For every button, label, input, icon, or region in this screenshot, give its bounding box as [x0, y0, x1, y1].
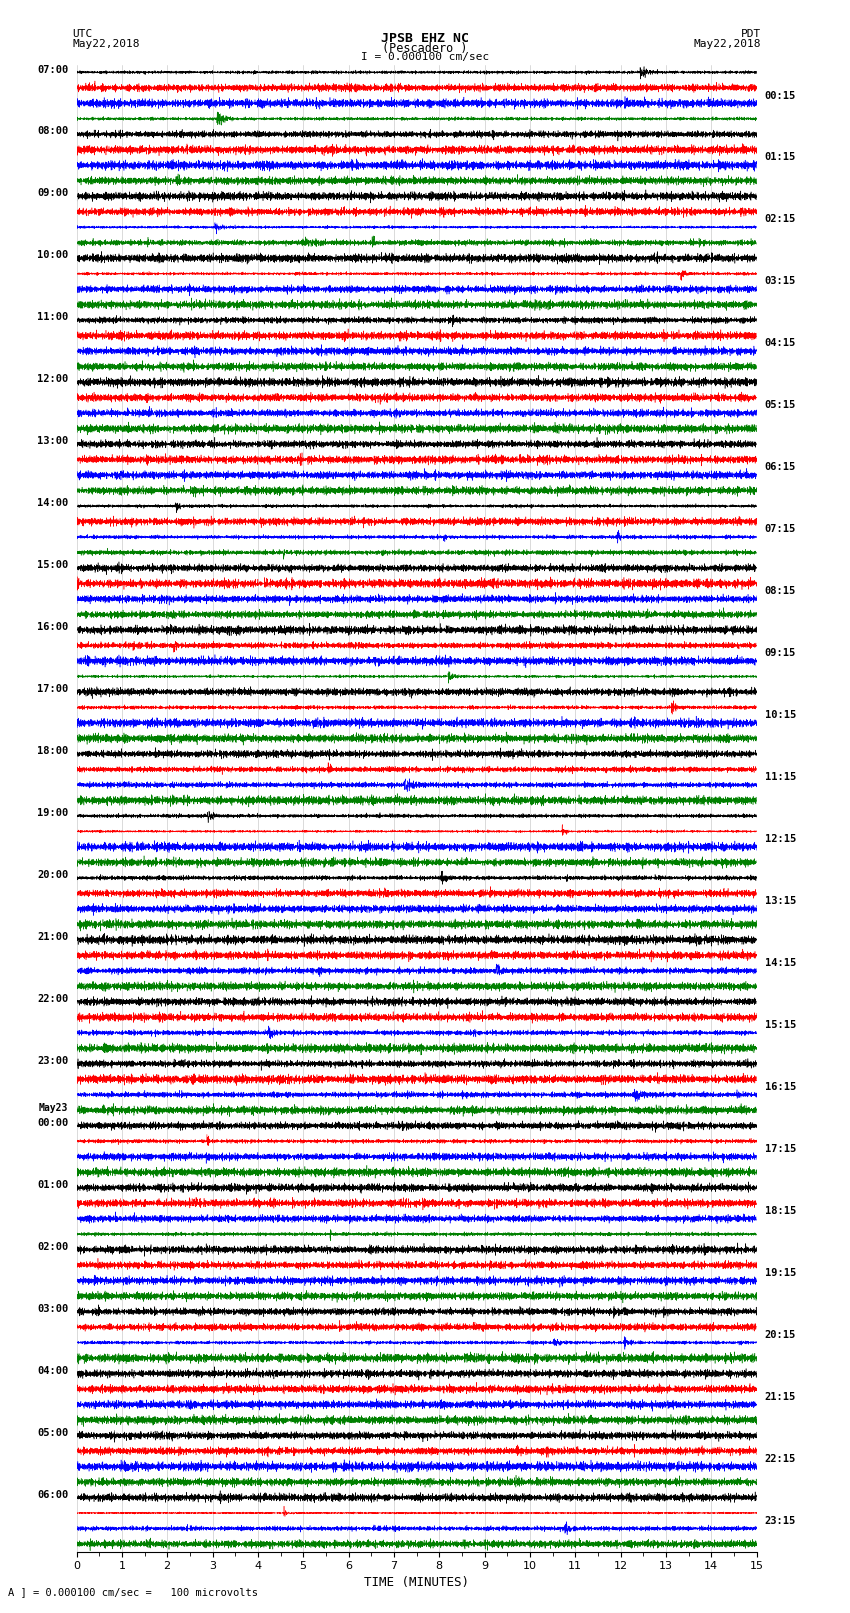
Text: 09:15: 09:15	[765, 648, 796, 658]
Text: 20:15: 20:15	[765, 1329, 796, 1340]
Text: 05:15: 05:15	[765, 400, 796, 410]
Text: 03:15: 03:15	[765, 276, 796, 287]
Text: 06:00: 06:00	[37, 1490, 68, 1500]
Text: 02:15: 02:15	[765, 215, 796, 224]
Text: May22,2018: May22,2018	[72, 39, 139, 48]
Text: 00:00: 00:00	[37, 1118, 68, 1127]
Text: I = 0.000100 cm/sec: I = 0.000100 cm/sec	[361, 52, 489, 61]
Text: May23: May23	[39, 1103, 68, 1113]
Text: 02:00: 02:00	[37, 1242, 68, 1252]
Text: 17:15: 17:15	[765, 1144, 796, 1153]
Text: 05:00: 05:00	[37, 1428, 68, 1437]
Text: 16:00: 16:00	[37, 623, 68, 632]
Text: 00:15: 00:15	[765, 90, 796, 100]
Text: 07:00: 07:00	[37, 65, 68, 74]
Text: UTC: UTC	[72, 29, 93, 39]
Text: PDT: PDT	[740, 29, 761, 39]
Text: 16:15: 16:15	[765, 1082, 796, 1092]
Text: 11:15: 11:15	[765, 773, 796, 782]
Text: 13:15: 13:15	[765, 897, 796, 907]
Text: 15:15: 15:15	[765, 1019, 796, 1031]
Text: 03:00: 03:00	[37, 1303, 68, 1315]
Text: 18:15: 18:15	[765, 1207, 796, 1216]
X-axis label: TIME (MINUTES): TIME (MINUTES)	[364, 1576, 469, 1589]
Text: 22:00: 22:00	[37, 994, 68, 1003]
Text: 20:00: 20:00	[37, 869, 68, 881]
Text: 23:15: 23:15	[765, 1516, 796, 1526]
Text: 22:15: 22:15	[765, 1453, 796, 1463]
Text: 13:00: 13:00	[37, 436, 68, 447]
Text: 14:00: 14:00	[37, 498, 68, 508]
Text: 07:15: 07:15	[765, 524, 796, 534]
Text: 17:00: 17:00	[37, 684, 68, 694]
Text: 04:15: 04:15	[765, 339, 796, 348]
Text: 10:00: 10:00	[37, 250, 68, 260]
Text: 19:15: 19:15	[765, 1268, 796, 1277]
Text: (Pescadero ): (Pescadero )	[382, 42, 468, 55]
Text: 09:00: 09:00	[37, 189, 68, 198]
Text: 14:15: 14:15	[765, 958, 796, 968]
Text: May22,2018: May22,2018	[694, 39, 761, 48]
Text: 12:15: 12:15	[765, 834, 796, 844]
Text: 12:00: 12:00	[37, 374, 68, 384]
Text: 08:15: 08:15	[765, 586, 796, 597]
Text: 01:15: 01:15	[765, 153, 796, 163]
Text: 19:00: 19:00	[37, 808, 68, 818]
Text: 01:00: 01:00	[37, 1181, 68, 1190]
Text: 18:00: 18:00	[37, 747, 68, 756]
Text: 06:15: 06:15	[765, 463, 796, 473]
Text: 08:00: 08:00	[37, 126, 68, 137]
Text: A ] = 0.000100 cm/sec =   100 microvolts: A ] = 0.000100 cm/sec = 100 microvolts	[8, 1587, 258, 1597]
Text: 21:00: 21:00	[37, 932, 68, 942]
Text: 21:15: 21:15	[765, 1392, 796, 1402]
Text: 23:00: 23:00	[37, 1057, 68, 1066]
Text: 11:00: 11:00	[37, 313, 68, 323]
Text: 10:15: 10:15	[765, 710, 796, 719]
Text: 15:00: 15:00	[37, 560, 68, 571]
Text: JPSB EHZ NC: JPSB EHZ NC	[381, 32, 469, 45]
Text: 04:00: 04:00	[37, 1366, 68, 1376]
